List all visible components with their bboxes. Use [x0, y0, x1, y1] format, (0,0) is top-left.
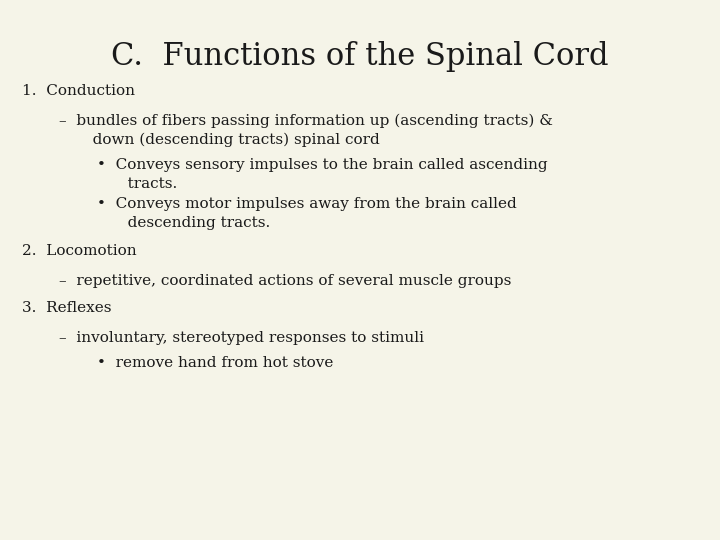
Text: 1.  Conduction: 1. Conduction: [22, 84, 135, 98]
Text: C.  Functions of the Spinal Cord: C. Functions of the Spinal Cord: [112, 40, 608, 71]
Text: tracts.: tracts.: [113, 177, 177, 191]
Text: 2.  Locomotion: 2. Locomotion: [22, 244, 136, 258]
Text: descending tracts.: descending tracts.: [113, 216, 270, 230]
Text: 3.  Reflexes: 3. Reflexes: [22, 301, 111, 315]
Text: •  Conveys motor impulses away from the brain called: • Conveys motor impulses away from the b…: [97, 197, 517, 211]
Text: –  involuntary, stereotyped responses to stimuli: – involuntary, stereotyped responses to …: [59, 331, 424, 345]
Text: –  repetitive, coordinated actions of several muscle groups: – repetitive, coordinated actions of sev…: [59, 274, 511, 288]
Text: •  remove hand from hot stove: • remove hand from hot stove: [97, 356, 333, 370]
Text: down (descending tracts) spinal cord: down (descending tracts) spinal cord: [78, 132, 379, 147]
Text: –  bundles of fibers passing information up (ascending tracts) &: – bundles of fibers passing information …: [59, 113, 553, 128]
Text: •  Conveys sensory impulses to the brain called ascending: • Conveys sensory impulses to the brain …: [97, 158, 548, 172]
